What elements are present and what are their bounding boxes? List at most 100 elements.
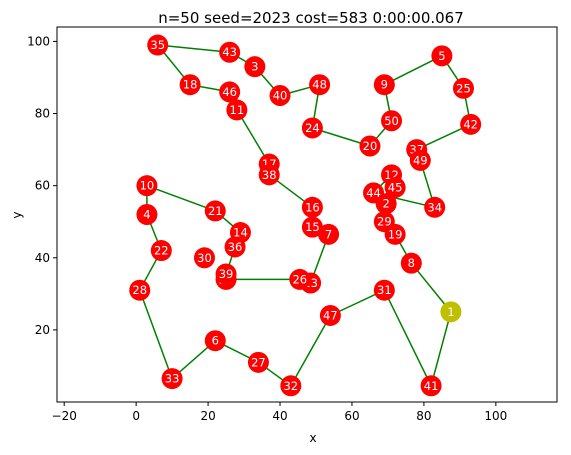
node-6: 6 [204, 330, 226, 352]
node-marker [318, 223, 340, 245]
node-40: 40 [269, 85, 291, 107]
y-axis-ticks: 20 40 60 80 100 [27, 34, 57, 337]
node-marker [204, 330, 226, 352]
node-42: 42 [460, 113, 482, 135]
x-tick-label: 100 [484, 409, 507, 423]
node-marker [431, 45, 453, 67]
node-label: 48 [312, 78, 327, 92]
node-label: 36 [228, 240, 243, 254]
node-marker [247, 351, 269, 373]
node-marker [424, 196, 446, 218]
node-marker [373, 74, 395, 96]
node-49: 49 [409, 149, 431, 171]
node-label: 20 [363, 139, 378, 153]
node-label: 4 [143, 208, 150, 222]
node-marker [420, 375, 442, 397]
node-marker [409, 149, 431, 171]
chart-title: n=50 seed=2023 cost=583 0:00:00.067 [158, 9, 464, 27]
node-1: 1 [440, 301, 462, 323]
node-marker [373, 279, 395, 301]
node-5: 5 [431, 45, 453, 67]
node-label: 15 [305, 220, 320, 234]
node-32: 32 [280, 375, 302, 397]
node-20: 20 [359, 135, 381, 157]
node-marker [219, 41, 241, 63]
x-tick-label: 80 [416, 409, 431, 423]
node-label: 32 [283, 379, 298, 393]
node-marker [224, 236, 246, 258]
node-label: 8 [408, 256, 415, 270]
node-label: 2 [382, 197, 389, 211]
node-marker [161, 368, 183, 390]
node-33: 33 [161, 368, 183, 390]
node-4: 4 [136, 204, 158, 225]
node-28: 28 [129, 279, 151, 301]
node-label: 22 [154, 244, 169, 258]
node-marker [179, 74, 201, 96]
node-marker [129, 279, 151, 301]
x-axis-ticks: −20 0 20 40 60 80 100 [52, 402, 507, 423]
node-marker [193, 247, 215, 269]
node-marker [147, 34, 169, 56]
node-45: 45 [384, 176, 406, 198]
node-label: 44 [366, 186, 381, 200]
node-marker [204, 200, 226, 222]
node-46: 46 [219, 81, 241, 103]
node-label: 6 [212, 334, 219, 348]
node-marker [301, 196, 323, 218]
node-label: 28 [132, 283, 147, 297]
y-tick-label: 100 [27, 34, 50, 48]
axes-frame [56, 26, 558, 403]
x-tick-label: 40 [272, 409, 287, 423]
node-34: 34 [424, 196, 446, 218]
node-label: 42 [463, 117, 478, 131]
x-tick-label: 60 [344, 409, 359, 423]
node-label: 33 [165, 372, 180, 386]
node-48: 48 [309, 74, 331, 96]
node-marker [219, 81, 241, 103]
x-axis-label: x [309, 431, 316, 445]
node-label: 26 [292, 272, 307, 286]
node-label: 25 [456, 81, 471, 95]
node-3: 3 [244, 56, 266, 78]
node-marker [215, 263, 237, 285]
y-tick-label: 40 [35, 251, 50, 265]
node-marker [269, 85, 291, 107]
node-label: 35 [150, 38, 165, 52]
node-22: 22 [150, 240, 172, 262]
node-label: 11 [230, 103, 245, 117]
node-marker [373, 211, 395, 233]
node-marker [244, 56, 266, 78]
node-41: 41 [420, 375, 442, 397]
node-label: 43 [222, 45, 237, 59]
node-label: 1 [447, 305, 454, 319]
node-11: 11 [226, 99, 248, 121]
node-36: 36 [224, 236, 246, 258]
node-label: 34 [427, 200, 442, 214]
node-15: 15 [301, 216, 323, 238]
node-39: 39 [215, 263, 237, 285]
node-44: 44 [363, 182, 385, 204]
node-marker [319, 304, 341, 326]
node-label: 3 [251, 60, 258, 74]
node-21: 21 [204, 200, 226, 222]
node-label: 5 [438, 49, 445, 63]
node-label: 49 [413, 153, 428, 167]
node-marker [301, 216, 323, 238]
node-26: 26 [289, 268, 311, 290]
y-tick-label: 60 [35, 179, 50, 193]
node-label: 18 [183, 78, 198, 92]
node-label: 39 [219, 267, 234, 281]
node-label: 29 [377, 215, 392, 229]
node-marker [258, 164, 280, 186]
y-tick-label: 20 [35, 323, 50, 337]
y-tick-label: 80 [35, 107, 50, 121]
x-tick-label: 20 [200, 409, 215, 423]
start-node-marker [440, 301, 462, 323]
x-tick-label: 0 [132, 409, 140, 423]
node-8: 8 [400, 252, 422, 274]
node-43: 43 [219, 41, 241, 63]
node-25: 25 [452, 77, 474, 99]
node-label: 40 [273, 89, 288, 103]
